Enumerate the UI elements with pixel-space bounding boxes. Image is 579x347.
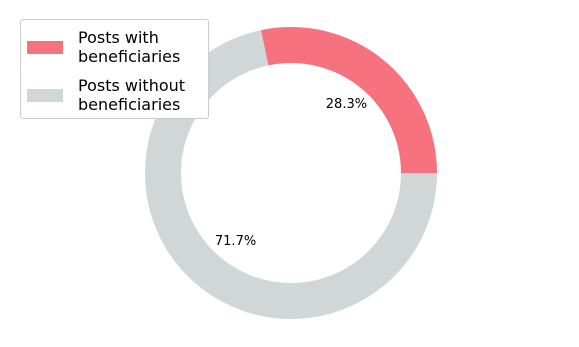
legend: Posts with beneficiaries Posts without be…: [20, 19, 209, 119]
value-label: 71.7%: [215, 234, 256, 249]
legend-entry: Posts with beneficiaries: [27, 28, 180, 66]
legend-patch: [27, 88, 63, 102]
legend-label: Posts with beneficiaries: [78, 28, 181, 66]
legend-label: Posts without beneficiaries: [78, 76, 186, 114]
legend-patch: [27, 40, 63, 54]
value-label: 28.3%: [326, 97, 367, 112]
legend-entry: Posts without beneficiaries: [27, 76, 185, 114]
donut-segment: [260, 26, 437, 173]
